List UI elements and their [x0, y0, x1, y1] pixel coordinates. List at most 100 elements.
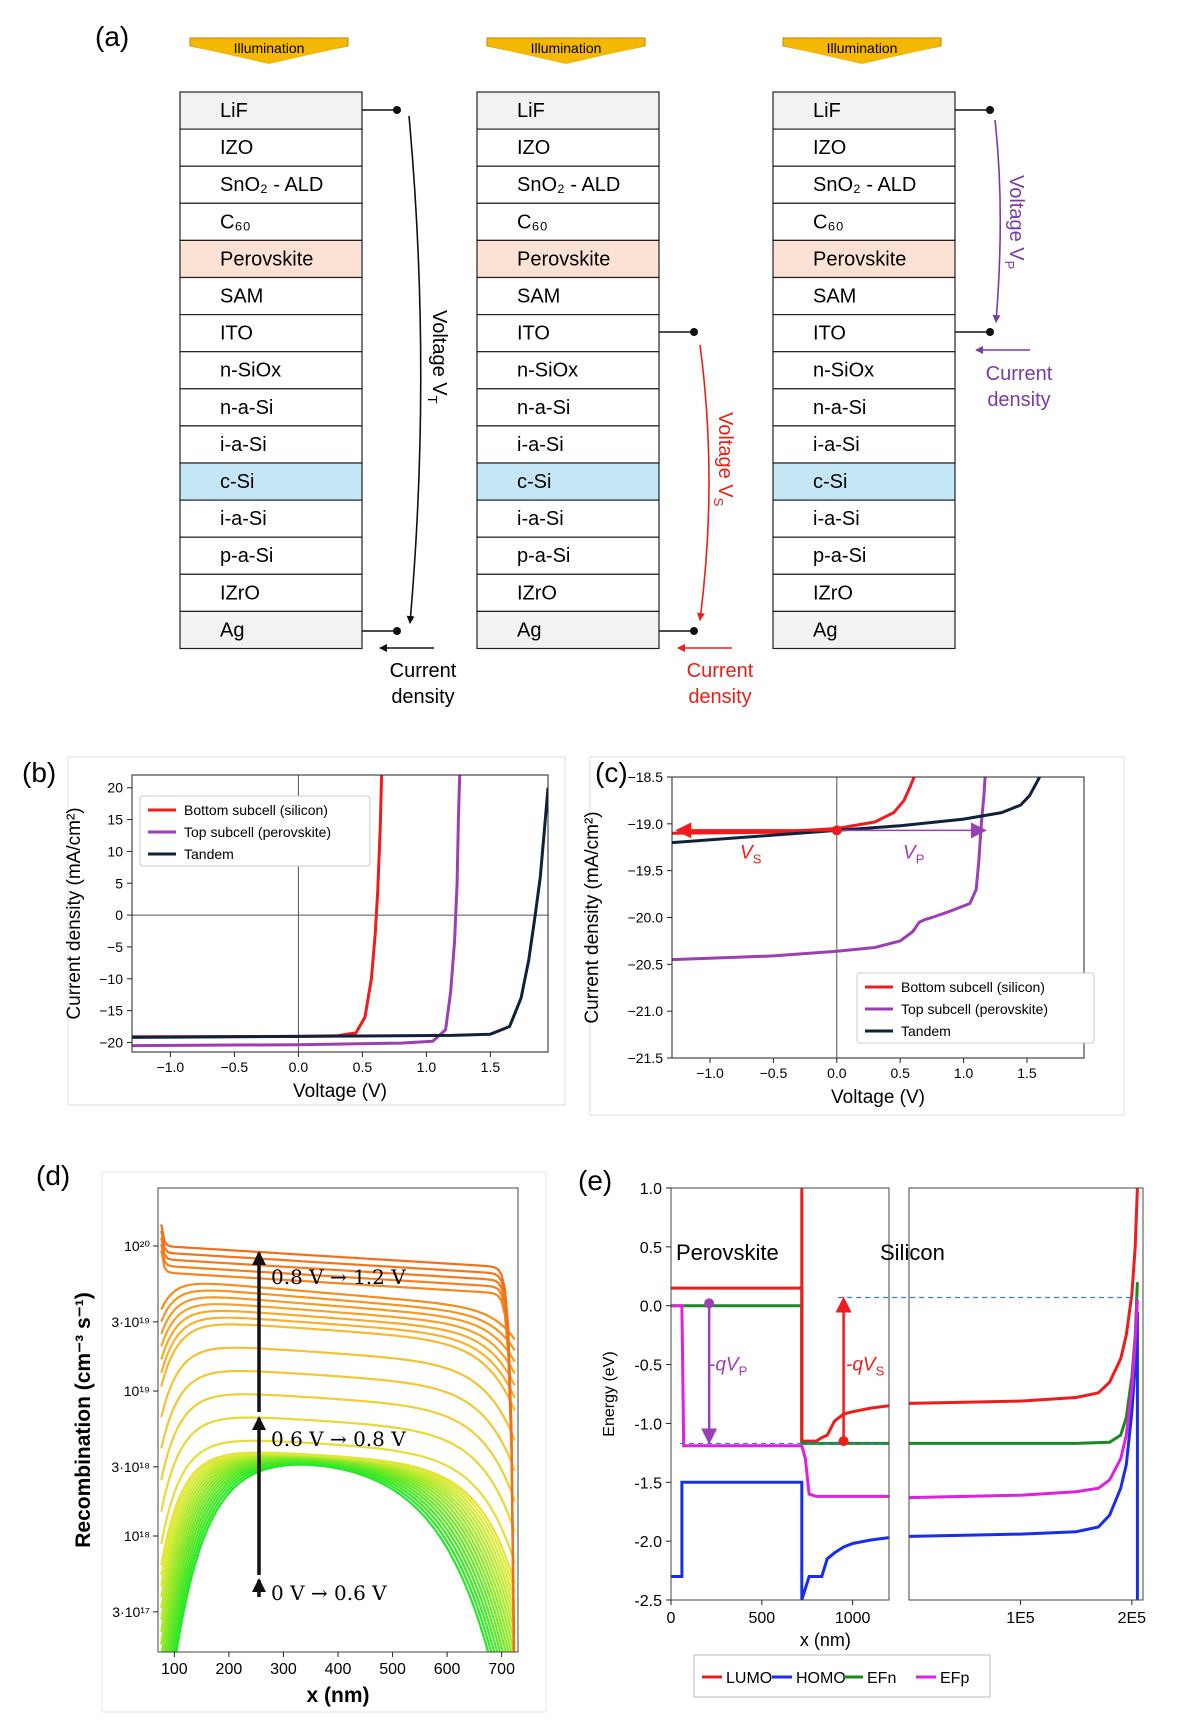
panel-label-c: (c)	[595, 757, 628, 788]
operating-point-dot	[831, 825, 842, 836]
layer-label: SnO₂ - ALD	[220, 174, 323, 196]
region-label-perovskite: Perovskite	[676, 1240, 779, 1265]
layer-box	[772, 462, 956, 501]
x-tick-label: 200	[216, 1661, 243, 1678]
x-tick-label: 700	[488, 1661, 515, 1678]
layer-box	[476, 165, 660, 204]
y-tick-label: −18.5	[628, 769, 664, 785]
layer-label: C₆₀	[220, 211, 251, 233]
layer-box	[772, 202, 956, 242]
illumination-label: Illumination	[827, 40, 898, 56]
y-tick-label: -2.5	[634, 1593, 662, 1610]
layer-box	[179, 239, 363, 279]
x-tick-label: −0.5	[221, 1059, 249, 1075]
vs-label: VS	[740, 842, 762, 866]
current-density-label-tandem: Current	[390, 660, 457, 682]
layer-label: IZrO	[517, 582, 557, 604]
series-group	[672, 777, 1041, 962]
panel-d: 100 200 300 400 500 600 700 10²⁰ 3·10¹⁹ 10¹⁹ 3·10¹…	[72, 1171, 547, 1713]
voltage-range-label: 0.6 V → 0.8 V	[271, 1427, 406, 1451]
x-tick-label: 0.0	[289, 1059, 309, 1075]
layer-box	[476, 610, 660, 650]
y-tick-label: 20	[107, 780, 123, 796]
layer-label: SnO₂ - ALD	[813, 174, 916, 196]
panel-b: −1.0 −0.5 0.0 0.5 1.0 1.5 −20 −15 −10 −5 0 5 10 15 20 V…	[64, 756, 566, 1106]
panel-label-d: (d)	[36, 1160, 70, 1191]
layer-box	[179, 165, 363, 204]
region-label-silicon: Silicon	[880, 1240, 945, 1265]
chart-e: 1.0 0.5 0.0 -0.5 -1.0 -1.5 -2.0 -2.5 0 500 1000 1E5…	[601, 1181, 1147, 1698]
x-tick-label: 1.0	[954, 1065, 974, 1081]
energy-line-right	[909, 1311, 1139, 1600]
recombination-curve	[160, 1451, 516, 1584]
layer-label: n-a-Si	[517, 397, 570, 419]
layer-label: Ag	[220, 619, 244, 641]
x-tick-label: 0.5	[890, 1065, 910, 1081]
recombination-curve	[160, 1303, 516, 1375]
recombination-curve	[160, 1237, 516, 1652]
layer-stack-silicon: LiF IZO SnO₂ - ALD C₆₀ Perovskite SAM ITO n-SiO…	[476, 91, 660, 650]
recombination-curve	[160, 1346, 516, 1441]
layer-box	[772, 388, 956, 427]
layer-label: SAM	[813, 286, 856, 308]
y-tick-label: −10	[99, 971, 123, 987]
current-density-label-perovskite: Current	[986, 363, 1053, 385]
vp-label-sub: P	[916, 851, 925, 866]
x-tick-label: 400	[325, 1661, 352, 1678]
legend-frame	[693, 1654, 991, 1698]
layer-label: SAM	[517, 286, 560, 308]
y-axis-label: Current density (mA/cm²)	[582, 811, 603, 1023]
layer-label: c-Si	[220, 471, 254, 493]
series-group	[132, 775, 548, 1048]
layer-box	[179, 128, 363, 167]
layer-box	[772, 610, 956, 650]
layer-label: Perovskite	[813, 248, 906, 270]
legend-label: HOMO	[796, 1670, 846, 1687]
series-line	[132, 775, 462, 1048]
voltage-range-label: 0.8 V → 1.2 V	[271, 1265, 406, 1289]
layer-box	[179, 610, 363, 650]
illumination-arrow-1: Illumination	[189, 37, 349, 64]
layer-label: i-a-Si	[813, 434, 860, 456]
y-tick-label: 10²⁰	[124, 1238, 150, 1254]
chart-c: −1.0 −0.5 0.0 0.5 1.0 1.5 −21.5 −21.0 −20.5 −20.0…	[582, 769, 1095, 1108]
x-axis-label: x (nm)	[800, 1630, 851, 1650]
layer-box	[476, 276, 660, 316]
layer-box	[772, 91, 956, 130]
layer-box	[772, 499, 956, 538]
layer-box	[179, 573, 363, 612]
layer-label: LiF	[220, 100, 248, 122]
recombination-curve	[160, 1439, 516, 1564]
y-tick-label: 3·10¹⁹	[111, 1314, 150, 1330]
illumination-label: Illumination	[234, 40, 305, 56]
axes-frame	[131, 774, 549, 1053]
x-tick-label: 0.5	[353, 1059, 373, 1075]
x-axis-label: Voltage (V)	[293, 1081, 387, 1102]
layer-label: IZO	[813, 137, 846, 159]
x-tick-label: 2E5	[1118, 1610, 1147, 1627]
layer-label: c-Si	[517, 471, 551, 493]
right-axes-frame	[908, 1187, 1144, 1601]
voltage-range-label: 0 V → 0.6 V	[271, 1581, 387, 1605]
recombination-curve	[160, 1289, 516, 1352]
vp-label-main: V	[903, 842, 918, 863]
layer-box	[772, 276, 956, 316]
y-tick-label: 15	[107, 812, 123, 828]
layer-box	[179, 91, 363, 130]
recombination-curve	[175, 1463, 490, 1652]
y-tick-label: 0.5	[640, 1240, 662, 1257]
series-line	[672, 777, 1041, 845]
y-tick-label: −21.0	[628, 1003, 664, 1019]
y-tick-label: 10¹⁸	[124, 1528, 150, 1544]
recombination-curve	[160, 1230, 516, 1652]
current-density-label-tandem-2: density	[391, 686, 454, 708]
right-subplot-series	[909, 1188, 1139, 1600]
layer-label: Perovskite	[517, 248, 610, 270]
chart-b: −1.0 −0.5 0.0 0.5 1.0 1.5 −20 −15 −10 −5 0 5 10 15 20 V…	[64, 774, 549, 1102]
y-tick-label: -0.5	[634, 1358, 662, 1375]
layer-label: Perovskite	[220, 248, 313, 270]
series-line	[672, 777, 916, 835]
recombination-curve	[160, 1296, 516, 1363]
y-tick-label: −20.0	[628, 910, 664, 926]
y-tick-label: 5	[115, 875, 123, 891]
